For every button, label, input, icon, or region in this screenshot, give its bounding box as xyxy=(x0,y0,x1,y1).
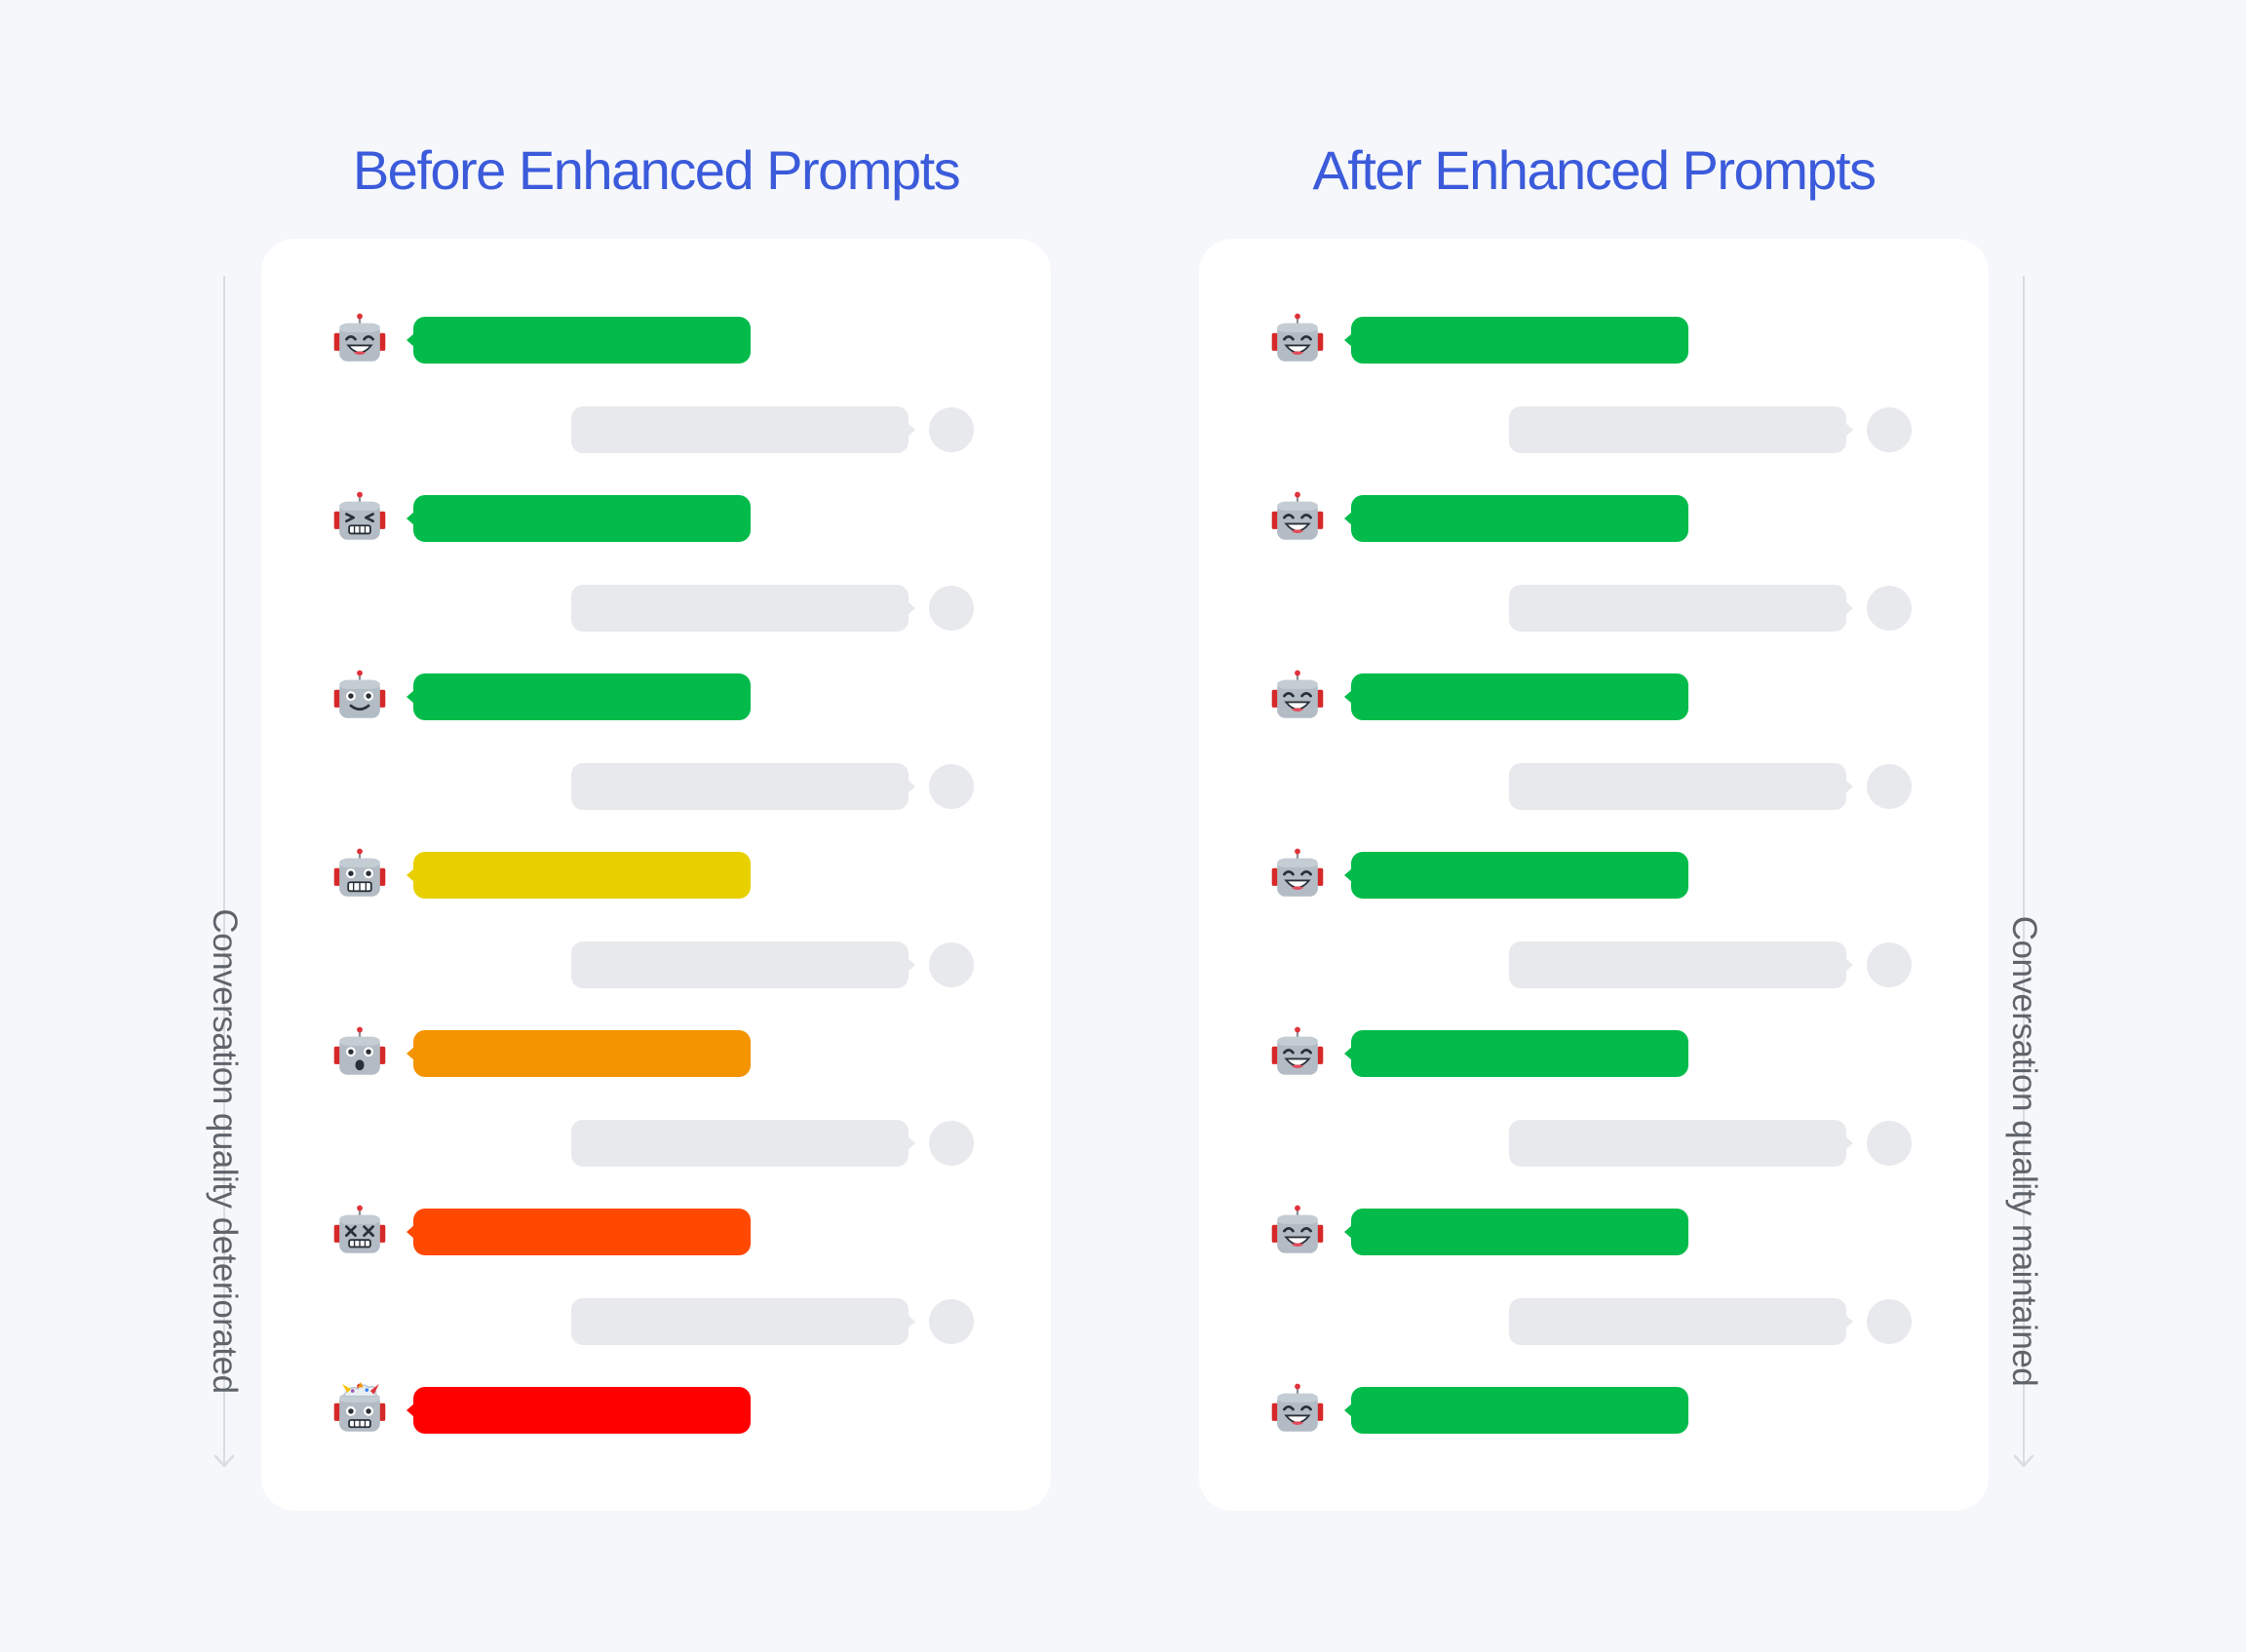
bot-message-row xyxy=(261,491,1051,542)
user-avatar-placeholder xyxy=(929,407,974,452)
user-message-bubble xyxy=(571,763,915,810)
robot-happy-icon xyxy=(1271,848,1324,897)
user-message-row xyxy=(261,763,1051,810)
bot-message-row xyxy=(261,1205,1051,1255)
bot-message-row xyxy=(261,313,1051,364)
after-panel-title: After Enhanced Prompts xyxy=(1312,139,1877,201)
user-avatar-placeholder xyxy=(929,1121,974,1166)
bot-message-row xyxy=(1199,1205,1989,1255)
arrow-down-icon xyxy=(2013,1454,2034,1468)
robot-grimace-icon xyxy=(333,848,386,897)
user-message-row xyxy=(1199,1120,1989,1167)
user-message-bubble xyxy=(571,406,915,453)
user-avatar-placeholder xyxy=(929,586,974,631)
bot-message-bubble xyxy=(407,317,751,364)
quality-label-maintained: Conversation quality maintained xyxy=(2005,915,2043,1387)
robot-squint-icon xyxy=(333,491,386,540)
user-avatar-placeholder xyxy=(929,942,974,987)
user-message-bubble xyxy=(571,1298,915,1345)
bot-message-bubble xyxy=(1344,1387,1688,1434)
user-message-bubble xyxy=(1509,1120,1853,1167)
bot-message-bubble xyxy=(1344,673,1688,720)
bot-message-row xyxy=(261,848,1051,899)
arrow-down-icon xyxy=(213,1454,235,1468)
robot-neutral-icon xyxy=(333,670,386,718)
bot-message-row xyxy=(1199,848,1989,899)
quality-axis-line xyxy=(2023,276,2025,1467)
quality-axis-right: Conversation quality maintained xyxy=(2004,276,2043,1477)
bot-message-bubble xyxy=(1344,852,1688,899)
quality-label-deteriorated: Conversation quality deteriorated xyxy=(206,908,244,1394)
user-message-row xyxy=(261,941,1051,988)
quality-axis-left: Conversation quality deteriorated xyxy=(205,276,244,1477)
user-message-row xyxy=(1199,941,1989,988)
robot-exploding-icon xyxy=(333,1382,386,1432)
user-avatar-placeholder xyxy=(1867,764,1912,809)
bot-message-bubble xyxy=(1344,1030,1688,1077)
robot-happy-icon xyxy=(1271,1205,1324,1253)
user-message-row xyxy=(261,585,1051,632)
user-message-bubble xyxy=(571,1120,915,1167)
bot-message-bubble xyxy=(1344,317,1688,364)
bot-message-bubble xyxy=(1344,1209,1688,1255)
user-avatar-placeholder xyxy=(929,764,974,809)
user-message-row xyxy=(261,1120,1051,1167)
user-message-row xyxy=(261,1298,1051,1345)
user-avatar-placeholder xyxy=(1867,942,1912,987)
bot-message-bubble xyxy=(407,495,751,542)
robot-worried-icon xyxy=(333,1026,386,1075)
bot-message-bubble xyxy=(1344,495,1688,542)
user-message-row xyxy=(261,406,1051,453)
robot-happy-icon xyxy=(1271,1383,1324,1432)
user-avatar-placeholder xyxy=(1867,1299,1912,1344)
robot-happy-icon xyxy=(1271,1026,1324,1075)
bot-message-bubble xyxy=(407,852,751,899)
bot-message-row xyxy=(261,670,1051,720)
bot-message-row xyxy=(1199,1383,1989,1434)
user-message-bubble xyxy=(1509,406,1853,453)
bot-message-bubble xyxy=(407,1030,751,1077)
bot-message-row xyxy=(261,1026,1051,1077)
user-message-row xyxy=(1199,406,1989,453)
user-message-bubble xyxy=(571,941,915,988)
bot-message-row xyxy=(261,1382,1051,1434)
robot-happy-icon xyxy=(1271,670,1324,718)
bot-message-bubble xyxy=(407,1387,751,1434)
quality-axis-line xyxy=(223,276,225,1467)
before-panel-title: Before Enhanced Prompts xyxy=(352,139,961,201)
bot-message-bubble xyxy=(407,673,751,720)
user-avatar-placeholder xyxy=(1867,407,1912,452)
robot-happy-icon xyxy=(333,313,386,362)
user-message-bubble xyxy=(1509,941,1853,988)
user-message-bubble xyxy=(1509,1298,1853,1345)
user-avatar-placeholder xyxy=(1867,586,1912,631)
user-message-row xyxy=(1199,763,1989,810)
bot-message-bubble xyxy=(407,1209,751,1255)
bot-message-row xyxy=(1199,491,1989,542)
user-avatar-placeholder xyxy=(1867,1121,1912,1166)
user-avatar-placeholder xyxy=(929,1299,974,1344)
bot-message-row xyxy=(1199,670,1989,720)
before-conversation-panel xyxy=(261,239,1051,1511)
user-message-bubble xyxy=(1509,763,1853,810)
bot-message-row xyxy=(1199,1026,1989,1077)
user-message-bubble xyxy=(571,585,915,632)
after-conversation-panel xyxy=(1199,239,1989,1511)
user-message-row xyxy=(1199,1298,1989,1345)
user-message-bubble xyxy=(1509,585,1853,632)
robot-happy-icon xyxy=(1271,313,1324,362)
bot-message-row xyxy=(1199,313,1989,364)
user-message-row xyxy=(1199,585,1989,632)
robot-dizzy-icon xyxy=(333,1205,386,1253)
robot-happy-icon xyxy=(1271,491,1324,540)
